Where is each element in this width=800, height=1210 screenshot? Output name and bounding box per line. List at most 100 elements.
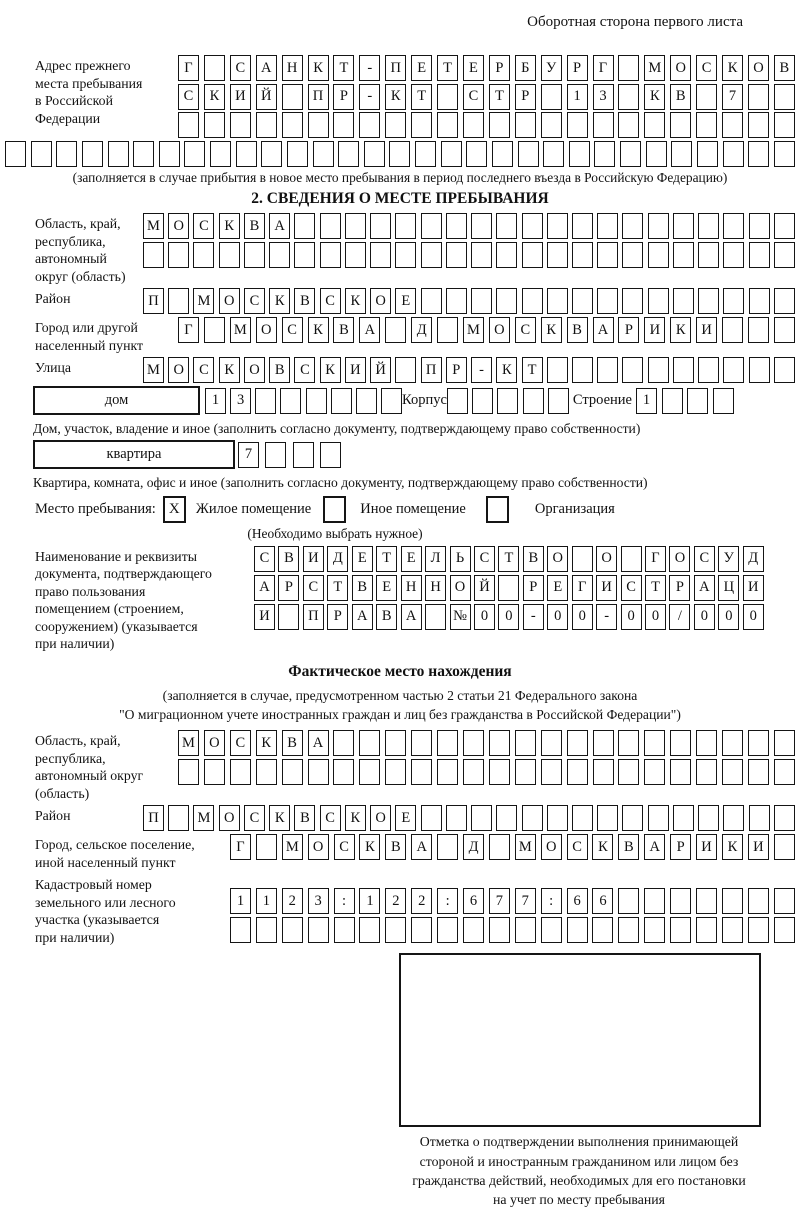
char-cell[interactable]: Е [351, 545, 373, 572]
char-cell[interactable] [292, 441, 314, 468]
char-cell[interactable]: В [278, 545, 300, 572]
char-cell[interactable] [747, 730, 769, 757]
char-cell[interactable] [597, 288, 619, 315]
char-cell[interactable] [385, 916, 407, 943]
char-cell[interactable] [773, 112, 795, 138]
char-cell[interactable] [370, 213, 392, 239]
char-cell[interactable]: 7 [488, 888, 510, 915]
char-cell[interactable] [618, 55, 640, 81]
char-cell[interactable] [437, 317, 459, 344]
char-cell[interactable]: Р [670, 834, 692, 861]
char-cell[interactable] [5, 141, 26, 167]
char-cell[interactable]: Д [411, 317, 433, 344]
char-cell[interactable] [773, 357, 795, 384]
char-cell[interactable] [243, 241, 265, 268]
char-cell[interactable]: Б [514, 55, 536, 81]
char-cell[interactable]: Г [178, 55, 199, 81]
char-cell[interactable] [168, 241, 190, 268]
char-cell[interactable] [723, 213, 745, 239]
char-cell[interactable] [294, 241, 316, 268]
char-cell[interactable]: М [143, 357, 164, 384]
char-cell[interactable]: С [302, 574, 324, 601]
char-cell[interactable]: Т [488, 83, 510, 110]
char-cell[interactable]: 1 [230, 888, 251, 915]
char-cell[interactable] [647, 241, 669, 268]
char-cell[interactable] [333, 730, 355, 757]
char-cell[interactable]: С [294, 357, 316, 384]
char-cell[interactable] [344, 241, 366, 268]
char-cell[interactable] [488, 730, 510, 757]
char-cell[interactable]: - [359, 83, 381, 110]
char-cell[interactable]: 0 [473, 603, 495, 630]
char-cell[interactable] [540, 112, 562, 138]
char-cell[interactable]: И [596, 574, 618, 601]
char-cell[interactable] [618, 916, 640, 943]
char-cell[interactable] [571, 357, 593, 384]
char-cell[interactable]: Й [473, 574, 495, 601]
char-cell[interactable]: П [143, 288, 164, 315]
char-cell[interactable]: И [696, 834, 718, 861]
char-cell[interactable] [698, 213, 720, 239]
char-cell[interactable] [472, 387, 494, 414]
char-cell[interactable] [546, 288, 568, 315]
char-cell[interactable] [184, 141, 206, 167]
char-cell[interactable]: - [596, 603, 618, 630]
char-cell[interactable]: Е [411, 55, 433, 81]
char-cell[interactable]: Е [395, 805, 417, 832]
char-cell[interactable]: В [294, 805, 316, 832]
char-cell[interactable] [333, 758, 355, 785]
char-cell[interactable] [696, 730, 718, 757]
char-cell[interactable] [622, 805, 644, 832]
char-cell[interactable] [747, 758, 769, 785]
char-cell[interactable]: Г [571, 574, 593, 601]
char-cell[interactable] [488, 834, 510, 861]
char-cell[interactable] [143, 241, 164, 268]
char-cell[interactable]: В [385, 834, 407, 861]
char-cell[interactable] [330, 387, 352, 414]
char-cell[interactable]: П [302, 603, 324, 630]
char-cell[interactable]: 6 [592, 888, 614, 915]
char-cell[interactable] [721, 916, 743, 943]
char-cell[interactable]: 0 [620, 603, 642, 630]
char-cell[interactable] [466, 141, 488, 167]
char-cell[interactable] [597, 805, 619, 832]
char-cell[interactable] [546, 805, 568, 832]
char-cell[interactable]: 3 [230, 387, 252, 414]
char-cell[interactable]: М [229, 317, 251, 344]
char-cell[interactable] [773, 730, 795, 757]
char-cell[interactable]: С [193, 357, 215, 384]
char-cell[interactable] [546, 357, 568, 384]
char-cell[interactable] [622, 357, 644, 384]
char-cell[interactable] [747, 112, 769, 138]
char-cell[interactable] [696, 916, 718, 943]
char-cell[interactable]: Р [327, 603, 349, 630]
char-cell[interactable] [773, 834, 795, 861]
char-cell[interactable] [521, 805, 543, 832]
char-cell[interactable] [178, 758, 199, 785]
char-cell[interactable] [522, 387, 544, 414]
char-cell[interactable]: С [178, 83, 199, 110]
char-cell[interactable] [218, 241, 240, 268]
char-cell[interactable] [437, 834, 459, 861]
char-cell[interactable]: 0 [693, 603, 715, 630]
char-cell[interactable] [385, 317, 407, 344]
char-cell[interactable]: О [168, 213, 190, 239]
char-cell[interactable] [210, 141, 231, 167]
char-cell[interactable]: Т [333, 55, 355, 81]
char-cell[interactable] [571, 805, 593, 832]
char-cell[interactable]: М [143, 213, 164, 239]
char-cell[interactable] [462, 112, 484, 138]
char-cell[interactable]: 0 [547, 603, 569, 630]
char-cell[interactable]: О [255, 317, 277, 344]
char-cell[interactable] [618, 758, 640, 785]
char-cell[interactable] [133, 141, 155, 167]
char-cell[interactable]: О [449, 574, 471, 601]
char-cell[interactable]: Т [498, 545, 520, 572]
char-cell[interactable]: И [696, 317, 718, 344]
char-cell[interactable]: Р [278, 574, 300, 601]
char-cell[interactable]: / [669, 603, 691, 630]
char-cell[interactable] [496, 213, 518, 239]
char-cell[interactable] [540, 730, 562, 757]
char-cell[interactable]: С [193, 213, 215, 239]
char-cell[interactable] [696, 888, 718, 915]
